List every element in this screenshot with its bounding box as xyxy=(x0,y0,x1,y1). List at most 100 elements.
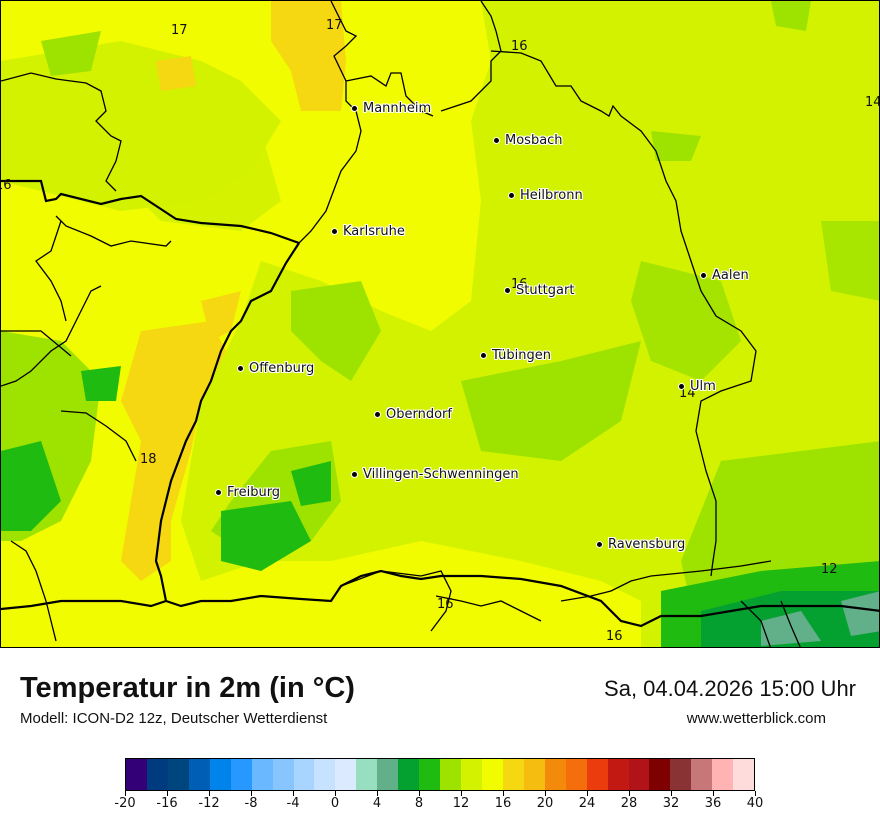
colorbar-segment xyxy=(314,759,336,790)
temperature-colorbar xyxy=(125,758,755,791)
city-dot-icon xyxy=(331,228,338,235)
city-marker: Villingen-Schwenningen xyxy=(351,467,519,482)
city-label: Heilbronn xyxy=(520,188,583,203)
tick-mark xyxy=(209,791,210,796)
colorbar-segment xyxy=(691,759,713,790)
tick-label: -8 xyxy=(244,796,258,811)
colorbar-segment xyxy=(481,759,503,790)
isoline-label: 16 xyxy=(511,39,528,54)
city-marker: Tübingen xyxy=(480,348,551,363)
temperature-map: 17 17 16 14 16 16 14 18 12 16 16 Mannheim Mosbach He… xyxy=(0,0,880,648)
city-label: Oberndorf xyxy=(386,407,452,422)
city-dot-icon xyxy=(374,411,381,418)
tick-mark xyxy=(671,791,672,796)
colorbar-segment xyxy=(251,759,273,790)
colorbar-ticks: -20 -16 -12 -8 -4 0 4 8 12 16 20 24 28 32 36 40 xyxy=(114,791,763,821)
colorbar-segment xyxy=(293,759,315,790)
city-marker: Aalen xyxy=(700,268,749,283)
map-footer: Temperatur in 2m (in °C) Modell: ICON-D2… xyxy=(0,648,880,830)
colorbar-segment xyxy=(126,759,147,790)
isoline-label: 14 xyxy=(679,386,696,401)
tick-mark xyxy=(125,791,126,796)
city-marker: Oberndorf xyxy=(374,407,452,422)
colorbar-segment xyxy=(502,759,524,790)
city-label: Villingen-Schwenningen xyxy=(363,467,519,482)
city-marker: Heilbronn xyxy=(508,188,583,203)
city-label: Stuttgart xyxy=(516,283,575,298)
city-marker: Offenburg xyxy=(237,361,314,376)
colorbar-segment xyxy=(586,759,608,790)
colorbar-segment xyxy=(733,759,755,790)
tick-mark xyxy=(293,791,294,796)
colorbar-segment xyxy=(377,759,399,790)
colorbar-segment xyxy=(461,759,482,790)
forecast-datetime: Sa, 04.04.2026 15:00 Uhr xyxy=(604,676,856,701)
city-dot-icon xyxy=(480,352,487,359)
tick-label: 20 xyxy=(536,796,554,811)
tick-label: -4 xyxy=(286,796,300,811)
colorbar-segment xyxy=(356,759,378,790)
colorbar-segment xyxy=(670,759,692,790)
tick-mark xyxy=(335,791,336,796)
city-marker: Ulm xyxy=(678,379,716,394)
tick-label: 12 xyxy=(452,796,470,811)
city-label: Karlsruhe xyxy=(343,224,405,239)
tick-mark xyxy=(755,791,756,796)
city-dot-icon xyxy=(215,489,222,496)
isoline-label: 17 xyxy=(171,23,188,38)
isoline-label: 14 xyxy=(865,95,880,110)
city-marker: Karlsruhe xyxy=(331,224,405,239)
city-marker: Stuttgart xyxy=(504,283,574,298)
tick-mark xyxy=(503,791,504,796)
city-dot-icon xyxy=(596,541,603,548)
city-label: Aalen xyxy=(712,268,749,283)
colorbar-segment xyxy=(146,759,168,790)
tick-mark xyxy=(713,791,714,796)
tick-label: 40 xyxy=(746,796,764,811)
city-dot-icon xyxy=(351,105,358,112)
website-link[interactable]: www.wetterblick.com xyxy=(686,710,826,727)
model-info: Modell: ICON-D2 12z, Deutscher Wetterdie… xyxy=(20,710,328,727)
tick-label: 0 xyxy=(330,796,340,811)
city-marker: Mannheim xyxy=(351,101,431,116)
city-dot-icon xyxy=(508,192,515,199)
colorbar-segment xyxy=(712,759,734,790)
city-label: Ravensburg xyxy=(608,537,686,552)
isoline-label: 18 xyxy=(140,452,157,467)
city-dot-icon xyxy=(700,272,707,279)
city-dot-icon xyxy=(351,471,358,478)
colorbar-segment xyxy=(272,759,294,790)
tick-label: 8 xyxy=(414,796,424,811)
colorbar-segment xyxy=(628,759,650,790)
colorbar-segment xyxy=(398,759,420,790)
city-marker: Ravensburg xyxy=(596,537,685,552)
city-dot-icon xyxy=(504,287,511,294)
tick-label: -12 xyxy=(198,796,220,811)
tick-mark xyxy=(461,791,462,796)
tick-mark xyxy=(167,791,168,796)
colorbar-segment xyxy=(230,759,252,790)
tick-mark xyxy=(545,791,546,796)
tick-label: 24 xyxy=(578,796,596,811)
isoline-label: 16 xyxy=(1,178,12,193)
city-label: Mosbach xyxy=(505,133,563,148)
tick-mark xyxy=(419,791,420,796)
isoline-label: 16 xyxy=(511,277,528,292)
city-label: Mannheim xyxy=(363,101,432,116)
colorbar-segment xyxy=(607,759,629,790)
city-label: Tübingen xyxy=(492,348,551,363)
tick-label: -16 xyxy=(156,796,178,811)
tick-label: -20 xyxy=(114,796,136,811)
city-marker: Mosbach xyxy=(493,133,563,148)
map-field xyxy=(1,1,879,647)
colorbar-segment xyxy=(544,759,566,790)
tick-label: 28 xyxy=(620,796,638,811)
isoline-label: 16 xyxy=(437,597,454,612)
colorbar-segment xyxy=(209,759,231,790)
isoline-label: 16 xyxy=(606,629,623,644)
tick-label: 4 xyxy=(372,796,382,811)
isoline-label: 17 xyxy=(326,18,343,33)
tick-mark xyxy=(587,791,588,796)
city-dot-icon xyxy=(678,383,685,390)
tick-mark xyxy=(377,791,378,796)
